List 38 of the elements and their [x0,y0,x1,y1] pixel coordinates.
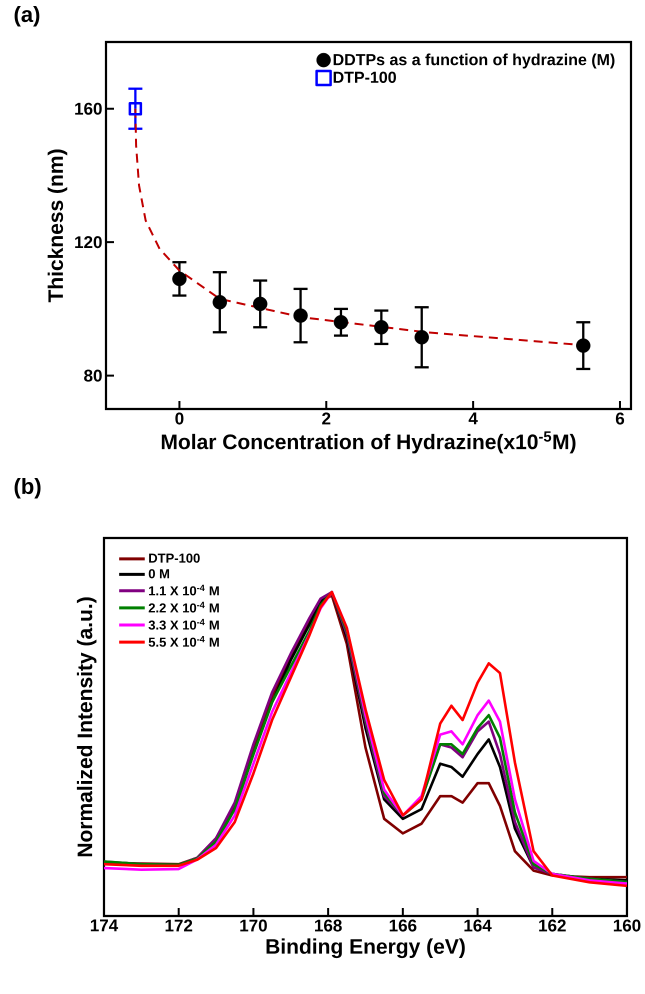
y-tick-label: 160 [75,102,102,115]
point [253,296,268,312]
x-tick-label: 2 [322,412,331,424]
x-tick-label: 170 [240,920,268,932]
point [128,102,142,116]
legend-label: DTP-100 [334,72,396,83]
x-tick-label: 6 [616,412,624,425]
point [172,272,187,286]
x-axis-title: Molar Concentration of Hydrazine(x10$^{-5}$M) [162,431,576,454]
legend-label: 2.2 X 10$^{-4}$ M [148,602,220,613]
legend-label: 3.3 X 10$^{-4}$ M [148,618,220,630]
y-tick-label: 120 [75,236,102,248]
y-axis-title: Normalized Intensity (a.u.) [77,597,97,856]
legend-label: 5.5 X 10$^{-4}$ M [148,636,220,647]
x-tick-label: 174 [91,920,118,932]
x-tick-label: 0 [176,412,184,425]
x-tick-label: 164 [464,920,492,932]
legend-label: 0 M [149,569,170,578]
y-axis-title: Thickness (nm) [48,150,68,302]
x-tick-label: 4 [468,412,478,424]
legend-label: 1.1 X 10$^{-4}$ M [149,584,220,596]
point [294,308,308,323]
point [374,320,389,334]
legend-label: DDTPs as a function of hydrazine (M) [334,54,615,68]
chart-title: (b) [14,478,41,498]
point [212,295,228,310]
legend-label: DTP-100 [149,554,200,563]
point [414,330,430,344]
point [334,315,348,330]
x-tick-label: 160 [614,920,641,932]
y-tick-label: 80 [84,370,102,382]
x-tick-label: 162 [539,920,566,932]
chart-title: (a) [14,6,40,26]
x-tick-label: 172 [166,920,192,932]
point [576,338,591,353]
x-axis-title: Binding Energy (eV) [266,938,466,958]
x-tick-label: 166 [390,920,417,932]
x-tick-label: 168 [315,920,342,932]
